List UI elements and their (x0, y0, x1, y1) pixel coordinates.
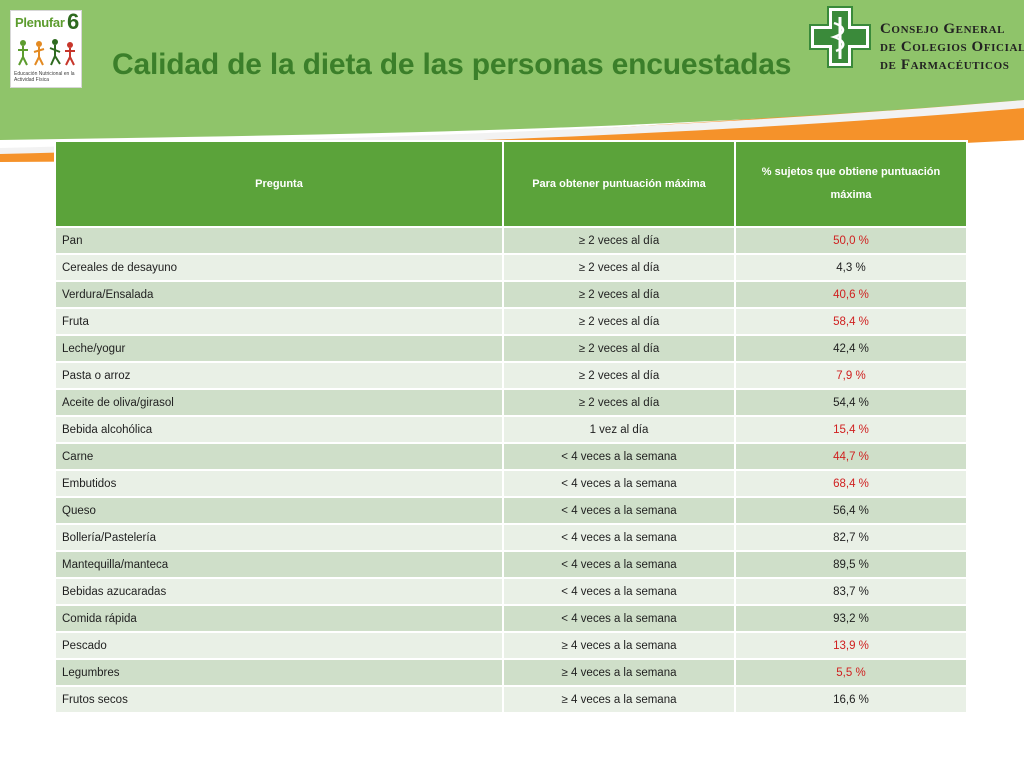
table-body: Pan ≥ 2 veces al día 50,0 % Cereales de de… (54, 226, 968, 714)
row-item: Verdura/Ensalada (54, 280, 504, 309)
row-percent: 89,5 % (734, 550, 968, 579)
row-percent: 82,7 % (734, 523, 968, 552)
cgcof-name-line1: Consejo General (880, 21, 1006, 37)
row-item: Comida rápida (54, 604, 504, 633)
row-item: Legumbres (54, 658, 504, 687)
diet-quality-table: Pregunta Para obtener puntuación máxima … (54, 140, 968, 714)
row-item: Embutidos (54, 469, 504, 498)
table-row: Queso < 4 veces a la semana 56,4 % (54, 496, 968, 525)
table-row: Embutidos < 4 veces a la semana 68,4 % (54, 469, 968, 498)
row-item: Mantequilla/manteca (54, 550, 504, 579)
row-item: Bebida alcohólica (54, 415, 504, 444)
row-criterion: ≥ 2 veces al día (502, 361, 736, 390)
row-percent: 93,2 % (734, 604, 968, 633)
row-criterion: 1 vez al día (502, 415, 736, 444)
cgcof-name-line3: de Farmacéuticos (880, 57, 1010, 73)
column-header-pregunta: Pregunta (54, 140, 504, 228)
pharmacy-cross-icon (809, 6, 871, 68)
row-item: Pan (54, 226, 504, 255)
table-row: Frutos secos ≥ 4 veces a la semana 16,6 % (54, 685, 968, 714)
row-percent: 56,4 % (734, 496, 968, 525)
table-row: Aceite de oliva/girasol ≥ 2 veces al día 5… (54, 388, 968, 417)
row-criterion: ≥ 2 veces al día (502, 334, 736, 363)
row-item: Cereales de desayuno (54, 253, 504, 282)
row-criterion: ≥ 4 veces a la semana (502, 658, 736, 687)
row-criterion: < 4 veces a la semana (502, 469, 736, 498)
row-item: Queso (54, 496, 504, 525)
row-criterion: ≥ 2 veces al día (502, 388, 736, 417)
row-item: Bollería/Pastelería (54, 523, 504, 552)
row-percent: 5,5 % (734, 658, 968, 687)
plenufar-tagline: Educación Nutricional en la Actividad Fí… (14, 71, 75, 83)
row-item: Frutos secos (54, 685, 504, 714)
row-percent: 42,4 % (734, 334, 968, 363)
table-row: Carne < 4 veces a la semana 44,7 % (54, 442, 968, 471)
plenufar-brand-text: Plenufar (15, 15, 65, 30)
row-criterion: ≥ 2 veces al día (502, 253, 736, 282)
table-row: Comida rápida < 4 veces a la semana 93,2 % (54, 604, 968, 633)
table-row: Bollería/Pastelería < 4 veces a la semana… (54, 523, 968, 552)
cgcof-name-line2: de Colegios Oficiales (880, 39, 1024, 55)
plenufar-brand: Plenufar 6 (15, 11, 79, 34)
row-percent: 16,6 % (734, 685, 968, 714)
plenufar-logo: Plenufar 6 Educación Nutricional en la A… (10, 10, 82, 88)
row-criterion: ≥ 4 veces a la semana (502, 631, 736, 660)
table-row: Bebidas azucaradas < 4 veces a la semana 8… (54, 577, 968, 606)
table-row: Mantequilla/manteca < 4 veces a la semana… (54, 550, 968, 579)
row-item: Aceite de oliva/girasol (54, 388, 504, 417)
row-criterion: < 4 veces a la semana (502, 604, 736, 633)
row-percent: 4,3 % (734, 253, 968, 282)
table-row: Pescado ≥ 4 veces a la semana 13,9 % (54, 631, 968, 660)
row-criterion: < 4 veces a la semana (502, 577, 736, 606)
row-item: Carne (54, 442, 504, 471)
row-percent: 13,9 % (734, 631, 968, 660)
table-header-row: Pregunta Para obtener puntuación máxima … (54, 140, 968, 228)
row-criterion: ≥ 2 veces al día (502, 307, 736, 336)
row-percent: 7,9 % (734, 361, 968, 390)
row-criterion: < 4 veces a la semana (502, 442, 736, 471)
sport-figures-icon (18, 39, 75, 66)
table-row: Pan ≥ 2 veces al día 50,0 % (54, 226, 968, 255)
table-row: Fruta ≥ 2 veces al día 58,4 % (54, 307, 968, 336)
page-title: Calidad de la dieta de las personas encu… (112, 48, 792, 82)
plenufar-number: 6 (67, 10, 79, 34)
column-header-criterio: Para obtener puntuación máxima (502, 140, 736, 228)
table-row: Verdura/Ensalada ≥ 2 veces al día 40,6 % (54, 280, 968, 309)
row-percent: 40,6 % (734, 280, 968, 309)
row-item: Bebidas azucaradas (54, 577, 504, 606)
row-percent: 58,4 % (734, 307, 968, 336)
row-percent: 44,7 % (734, 442, 968, 471)
row-criterion: ≥ 2 veces al día (502, 226, 736, 255)
row-percent: 15,4 % (734, 415, 968, 444)
row-percent: 50,0 % (734, 226, 968, 255)
row-criterion: < 4 veces a la semana (502, 523, 736, 552)
table-row: Cereales de desayuno ≥ 2 veces al día 4,3 … (54, 253, 968, 282)
cgcof-name: Consejo General de Colegios Oficiales de… (880, 20, 1024, 74)
table-row: Pasta o arroz ≥ 2 veces al día 7,9 % (54, 361, 968, 390)
row-item: Pescado (54, 631, 504, 660)
row-item: Pasta o arroz (54, 361, 504, 390)
row-percent: 68,4 % (734, 469, 968, 498)
row-criterion: ≥ 4 veces a la semana (502, 685, 736, 714)
row-item: Leche/yogur (54, 334, 504, 363)
row-percent: 83,7 % (734, 577, 968, 606)
row-criterion: < 4 veces a la semana (502, 550, 736, 579)
column-header-porcentaje: % sujetos que obtiene puntuación máxima (734, 140, 968, 228)
green-band (0, 0, 1024, 140)
table-row: Leche/yogur ≥ 2 veces al día 42,4 % (54, 334, 968, 363)
cgcof-logo: Consejo General de Colegios Oficiales de… (808, 5, 1024, 73)
row-criterion: < 4 veces a la semana (502, 496, 736, 525)
row-percent: 54,4 % (734, 388, 968, 417)
row-criterion: ≥ 2 veces al día (502, 280, 736, 309)
table-row: Bebida alcohólica 1 vez al día 15,4 % (54, 415, 968, 444)
row-item: Fruta (54, 307, 504, 336)
table-row: Legumbres ≥ 4 veces a la semana 5,5 % (54, 658, 968, 687)
